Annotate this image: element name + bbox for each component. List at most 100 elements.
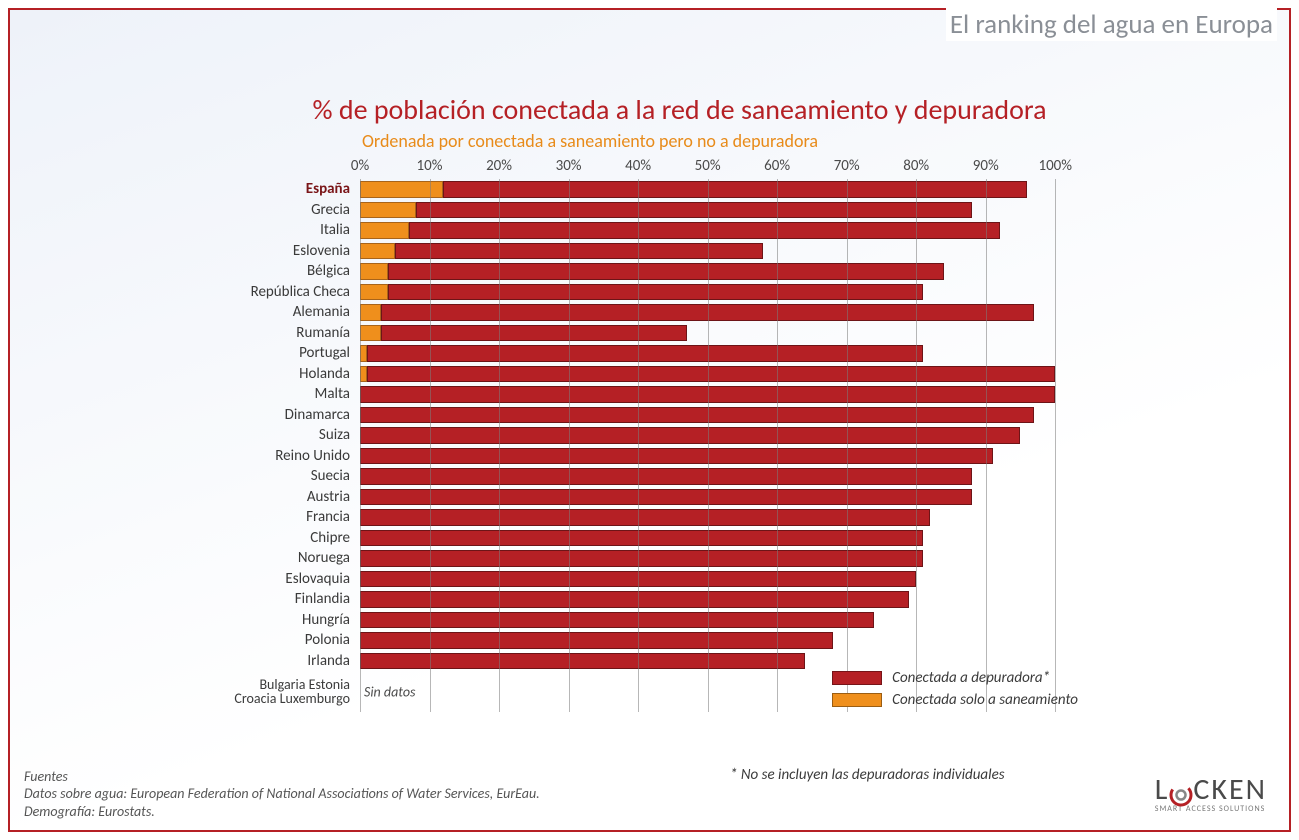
bar-segment-treatment bbox=[367, 366, 1055, 383]
country-label: España bbox=[190, 180, 360, 198]
bar-track bbox=[360, 487, 1090, 508]
x-tick-label: 90% bbox=[973, 157, 999, 175]
sources-heading: Fuentes bbox=[24, 768, 540, 786]
bar-row: Finlandia bbox=[190, 589, 1090, 610]
bar-track bbox=[360, 589, 1090, 610]
x-tick-label: 20% bbox=[486, 157, 512, 175]
bar-track bbox=[360, 466, 1090, 487]
bar-track bbox=[360, 302, 1090, 323]
bar-track bbox=[360, 446, 1090, 467]
bar-segment-treatment bbox=[367, 345, 923, 362]
sources-line-1: Datos sobre agua: European Federation of… bbox=[24, 785, 540, 803]
x-tick-label: 30% bbox=[556, 157, 582, 175]
country-label: Suiza bbox=[190, 426, 360, 444]
bar-segment-treatment bbox=[360, 448, 993, 465]
bar-track bbox=[360, 528, 1090, 549]
bar-segment-treatment bbox=[360, 571, 916, 588]
bar-segment-treatment bbox=[381, 325, 687, 342]
country-label: Noruega bbox=[190, 549, 360, 567]
bar-row: Grecia bbox=[190, 200, 1090, 221]
brand-logo: LCKEN SMART ACCESS SOLUTIONS bbox=[1155, 771, 1267, 814]
legend-swatch bbox=[832, 671, 882, 685]
bar-row: Austria bbox=[190, 487, 1090, 508]
country-label: Rumanía bbox=[190, 324, 360, 342]
bar-row: Suiza bbox=[190, 425, 1090, 446]
bar-row: Eslovenia bbox=[190, 241, 1090, 262]
bar-track bbox=[360, 261, 1090, 282]
bar-row: Dinamarca bbox=[190, 405, 1090, 426]
chart-title: % de población conectada a la red de san… bbox=[10, 92, 1289, 127]
bar-row: República Checa bbox=[190, 282, 1090, 303]
no-data-labels: Bulgaria EstoniaCroacia Luxemburgo bbox=[190, 678, 360, 706]
bar-track bbox=[360, 548, 1090, 569]
bar-segment-treatment bbox=[409, 222, 1000, 239]
legend-item: Conectada solo a saneamiento bbox=[832, 691, 1078, 709]
country-label: Chipre bbox=[190, 529, 360, 547]
bar-track bbox=[360, 282, 1090, 303]
country-label: Suecia bbox=[190, 467, 360, 485]
bar-segment-treatment bbox=[360, 632, 833, 649]
bar-row: Noruega bbox=[190, 548, 1090, 569]
chart-frame: El ranking del agua en Europa % de pobla… bbox=[8, 8, 1291, 832]
bar-segment-treatment bbox=[443, 181, 1027, 198]
bar-segment-sanitation bbox=[360, 284, 388, 301]
sources-block: Fuentes Datos sobre agua: European Feder… bbox=[24, 768, 540, 821]
country-label: Eslovenia bbox=[190, 242, 360, 260]
chart-legend: Conectada a depuradora* Conectada solo a … bbox=[832, 669, 1078, 713]
bar-segment-treatment bbox=[395, 243, 763, 260]
bar-track bbox=[360, 630, 1090, 651]
x-tick-label: 100% bbox=[1038, 157, 1072, 175]
bar-row: España bbox=[190, 179, 1090, 200]
bar-track bbox=[360, 569, 1090, 590]
country-label: Malta bbox=[190, 385, 360, 403]
bar-segment-sanitation bbox=[360, 202, 416, 219]
bar-track bbox=[360, 200, 1090, 221]
bar-segment-treatment bbox=[360, 509, 930, 526]
x-tick-label: 0% bbox=[351, 157, 369, 175]
bar-segment-sanitation bbox=[360, 222, 409, 239]
bar-segment-treatment bbox=[360, 530, 923, 547]
bar-segment-treatment bbox=[360, 612, 874, 629]
country-label: Alemania bbox=[190, 303, 360, 321]
country-label: Hungría bbox=[190, 611, 360, 629]
bar-row: Malta bbox=[190, 384, 1090, 405]
bar-row: Polonia bbox=[190, 630, 1090, 651]
country-label: Polonia bbox=[190, 631, 360, 649]
x-tick-label: 40% bbox=[625, 157, 651, 175]
bar-segment-treatment bbox=[388, 284, 923, 301]
bar-segment-treatment bbox=[381, 304, 1035, 321]
bar-segment-treatment bbox=[360, 653, 805, 670]
chart-plot-area: 0%10%20%30%40%50%60%70%80%90%100% España… bbox=[190, 155, 1090, 735]
country-label: Italia bbox=[190, 221, 360, 239]
bar-row: Suecia bbox=[190, 466, 1090, 487]
bar-segment-treatment bbox=[360, 591, 909, 608]
bar-segment-treatment bbox=[388, 263, 944, 280]
bar-track bbox=[360, 384, 1090, 405]
country-label: República Checa bbox=[190, 283, 360, 301]
country-label: Austria bbox=[190, 488, 360, 506]
bar-segment-treatment bbox=[360, 468, 972, 485]
bar-segment-sanitation bbox=[360, 366, 367, 383]
country-label: Bélgica bbox=[190, 262, 360, 280]
bar-row: Portugal bbox=[190, 343, 1090, 364]
country-label: Finlandia bbox=[190, 590, 360, 608]
country-label: Holanda bbox=[190, 365, 360, 383]
country-label: Grecia bbox=[190, 201, 360, 219]
bar-row: Reino Unido bbox=[190, 446, 1090, 467]
no-data-text: Sin datos bbox=[364, 683, 415, 700]
bar-segment-sanitation bbox=[360, 304, 381, 321]
sources-line-2: Demografía: Eurostats. bbox=[24, 803, 540, 821]
bar-track bbox=[360, 323, 1090, 344]
bars-container: España Grecia Italia Eslovenia Bélgica Repúbl… bbox=[190, 179, 1090, 712]
chart-subtitle: Ordenada por conectada a saneamiento per… bbox=[362, 130, 818, 152]
x-tick-label: 80% bbox=[903, 157, 929, 175]
bar-row: Rumanía bbox=[190, 323, 1090, 344]
bar-track bbox=[360, 343, 1090, 364]
x-tick-label: 50% bbox=[695, 157, 721, 175]
bar-segment-treatment bbox=[416, 202, 972, 219]
legend-item: Conectada a depuradora* bbox=[832, 669, 1078, 687]
bar-segment-treatment bbox=[360, 427, 1020, 444]
country-label: Eslovaquia bbox=[190, 570, 360, 588]
country-label: Reino Unido bbox=[190, 447, 360, 465]
legend-label: Conectada a depuradora* bbox=[892, 669, 1050, 687]
